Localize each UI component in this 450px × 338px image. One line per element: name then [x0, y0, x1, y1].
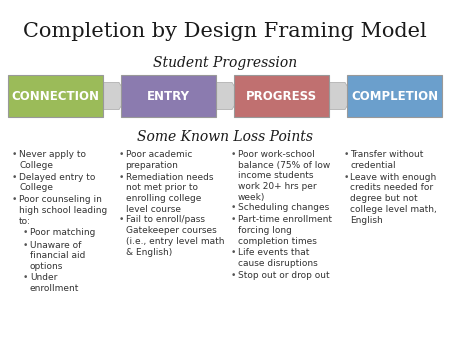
Text: •: • — [23, 241, 28, 249]
Polygon shape — [329, 82, 353, 110]
Text: •: • — [23, 273, 28, 282]
Text: •: • — [12, 195, 18, 204]
Text: •: • — [231, 271, 236, 280]
Text: COMPLETION: COMPLETION — [351, 90, 438, 102]
Text: Poor counseling in
high school leading
to:: Poor counseling in high school leading t… — [19, 195, 107, 226]
Text: •: • — [343, 150, 349, 159]
Text: Remediation needs
not met prior to
enrolling college
level course: Remediation needs not met prior to enrol… — [126, 173, 213, 214]
Polygon shape — [103, 82, 127, 110]
Text: •: • — [231, 203, 236, 212]
Text: Poor work-school
balance (75% of low
income students
work 20+ hrs per
week): Poor work-school balance (75% of low inc… — [238, 150, 330, 202]
Text: PROGRESS: PROGRESS — [246, 90, 317, 102]
Text: •: • — [118, 215, 124, 224]
Text: Under
enrollment: Under enrollment — [30, 273, 79, 293]
Text: Never apply to
College: Never apply to College — [19, 150, 86, 170]
Text: •: • — [12, 173, 18, 182]
Text: •: • — [343, 173, 349, 182]
Text: Completion by Design Framing Model: Completion by Design Framing Model — [23, 22, 427, 41]
Text: •: • — [231, 215, 236, 224]
Text: Scheduling changes: Scheduling changes — [238, 203, 329, 212]
FancyBboxPatch shape — [347, 75, 442, 117]
Text: CONNECTION: CONNECTION — [12, 90, 99, 102]
Text: Delayed entry to
College: Delayed entry to College — [19, 173, 95, 192]
Text: Poor academic
preparation: Poor academic preparation — [126, 150, 192, 170]
Text: Life events that
cause disruptions: Life events that cause disruptions — [238, 248, 318, 268]
Text: Transfer without
credential: Transfer without credential — [351, 150, 424, 170]
Text: •: • — [118, 173, 124, 182]
Text: Some Known Loss Points: Some Known Loss Points — [137, 130, 313, 144]
Text: Student Progression: Student Progression — [153, 56, 297, 70]
Text: Part-time enrollment
forcing long
completion times: Part-time enrollment forcing long comple… — [238, 215, 332, 246]
Text: •: • — [12, 150, 18, 159]
Text: Leave with enough
credits needed for
degree but not
college level math,
English: Leave with enough credits needed for deg… — [351, 173, 437, 225]
FancyBboxPatch shape — [234, 75, 329, 117]
Text: Fail to enroll/pass
Gatekeeper courses
(i.e., entry level math
& English): Fail to enroll/pass Gatekeeper courses (… — [126, 215, 224, 257]
Text: Stop out or drop out: Stop out or drop out — [238, 271, 329, 280]
FancyBboxPatch shape — [8, 75, 103, 117]
FancyBboxPatch shape — [121, 75, 216, 117]
Text: Poor matching: Poor matching — [30, 228, 95, 237]
Text: •: • — [231, 150, 236, 159]
Polygon shape — [216, 82, 240, 110]
Text: ENTRY: ENTRY — [147, 90, 190, 102]
Text: •: • — [231, 248, 236, 257]
Text: Unaware of
financial aid
options: Unaware of financial aid options — [30, 241, 86, 271]
Text: •: • — [118, 150, 124, 159]
Text: •: • — [23, 228, 28, 237]
